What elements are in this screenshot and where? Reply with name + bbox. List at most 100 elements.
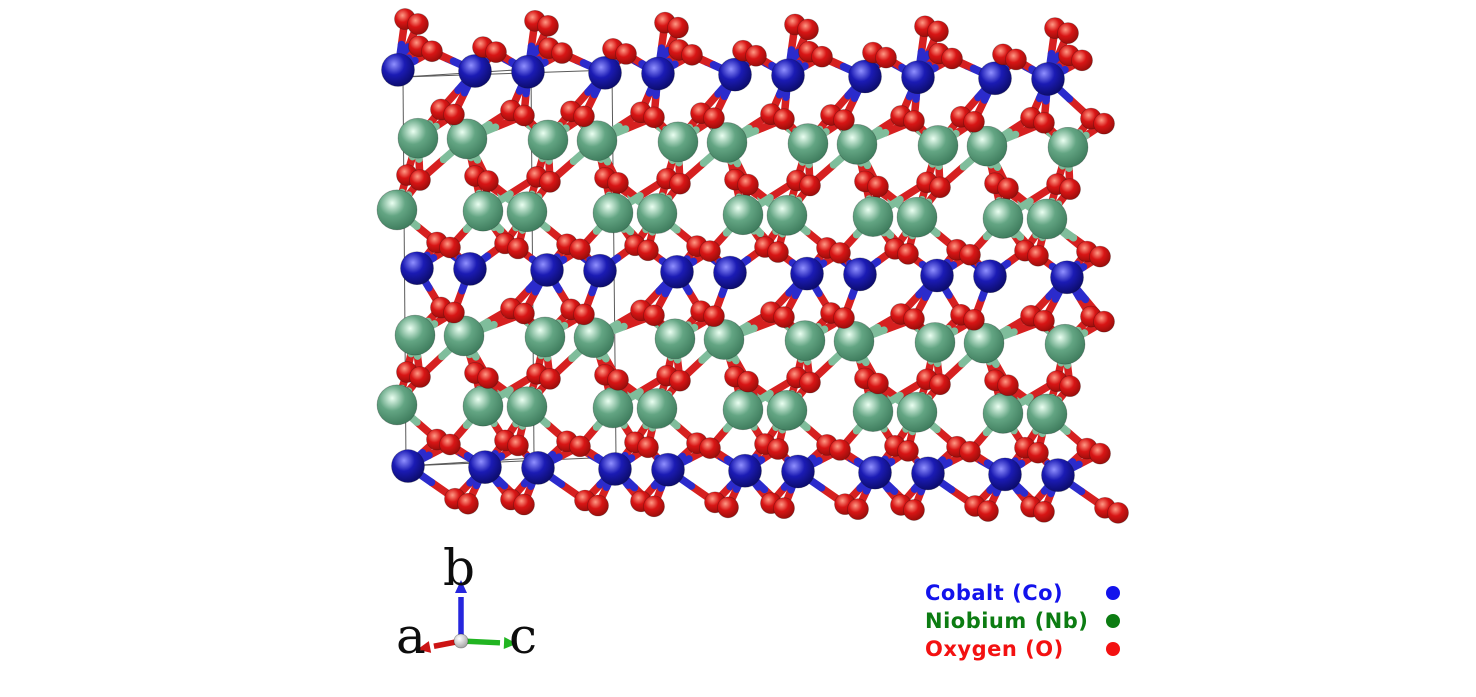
atom-o	[637, 239, 659, 262]
atom-o	[875, 46, 897, 69]
atom-o	[439, 236, 461, 259]
atom-o	[1107, 501, 1129, 524]
atom-o	[457, 492, 479, 515]
atom-o	[1093, 112, 1115, 135]
atom-o	[929, 176, 951, 199]
atom-nb	[766, 195, 808, 236]
atom-co	[400, 251, 434, 286]
atom-o	[703, 107, 725, 130]
atom-nb	[443, 315, 485, 357]
atom-o	[1033, 111, 1055, 134]
atom-co	[901, 60, 935, 95]
atom-o	[443, 103, 465, 126]
atom-o	[409, 366, 431, 388]
atom-o	[407, 13, 429, 35]
atom-co	[458, 54, 492, 88]
atom-o	[833, 109, 855, 131]
atom-o	[513, 104, 535, 127]
atom-co	[790, 256, 824, 291]
atom-o	[897, 243, 919, 265]
atom-nb	[896, 391, 938, 433]
atom-nb	[1026, 393, 1068, 435]
atom-nb	[446, 118, 488, 160]
atom-o	[569, 238, 591, 261]
legend-label-oxygen: Oxygen (O)	[925, 637, 1064, 661]
atom-co	[781, 454, 815, 489]
atom-o	[507, 434, 529, 457]
atom-o	[1057, 22, 1079, 44]
atom-o	[811, 45, 833, 68]
atom-o	[507, 237, 529, 260]
atom-o	[929, 373, 951, 396]
axis-triad	[417, 580, 517, 653]
atom-o	[1027, 244, 1049, 267]
legend-item-cobalt: Cobalt (Co)	[925, 579, 1120, 607]
atom-o	[773, 497, 795, 519]
atom-nb	[592, 192, 634, 234]
atom-co	[521, 451, 555, 485]
atom-o	[513, 302, 535, 325]
atom-o	[903, 499, 925, 521]
atom-o	[573, 303, 595, 326]
atom-o	[699, 240, 721, 262]
atom-o	[847, 498, 869, 521]
atom-o	[421, 40, 443, 63]
atom-o	[867, 372, 889, 395]
atom-o	[699, 437, 721, 459]
axis-label-b: b	[443, 539, 476, 597]
atom-o	[773, 306, 795, 328]
atom-nb	[917, 125, 959, 166]
axis-arrowhead-a	[417, 641, 432, 653]
atom-nb	[524, 316, 566, 358]
legend-item-niobium: Niobium (Nb)	[925, 607, 1120, 635]
atom-nb	[966, 125, 1008, 167]
axis-arrowhead-b	[455, 580, 467, 593]
atom-o	[927, 20, 949, 43]
atom-nb	[654, 318, 696, 360]
atom-o	[573, 105, 595, 128]
atom-o	[409, 169, 431, 191]
atom-o	[539, 171, 561, 193]
atom-nb	[506, 191, 548, 233]
atom-o	[773, 108, 795, 130]
atom-o	[833, 307, 855, 329]
atom-nb	[1026, 198, 1068, 240]
legend-item-oxygen: Oxygen (O)	[925, 635, 1120, 663]
atom-nb	[914, 322, 956, 363]
atom-o	[703, 305, 725, 328]
atom-o	[1033, 309, 1055, 332]
legend-label-cobalt: Cobalt (Co)	[925, 581, 1064, 605]
atom-nb	[722, 389, 764, 431]
atom-nb	[394, 314, 436, 356]
atom-co	[391, 449, 425, 483]
atom-co	[381, 53, 415, 87]
atom-o	[997, 177, 1019, 200]
atom-co	[530, 253, 564, 287]
cobalt-dot-icon	[1106, 586, 1120, 600]
atom-o	[799, 371, 821, 394]
atom-co	[511, 54, 545, 89]
atom-nb	[592, 387, 634, 429]
atom-o	[941, 47, 963, 70]
atom-co	[1050, 260, 1084, 295]
atom-o	[669, 369, 691, 392]
atom-o	[667, 16, 689, 39]
atom-nb	[982, 393, 1024, 434]
atom-co	[718, 57, 752, 92]
atom-co	[598, 452, 632, 486]
atom-nb	[787, 123, 829, 165]
atom-o	[669, 172, 691, 195]
atom-o	[643, 304, 665, 327]
atom-o	[737, 173, 759, 196]
atom-o	[1071, 49, 1093, 72]
atom-nb	[1044, 323, 1086, 365]
atom-o	[963, 308, 985, 331]
atom-o	[643, 106, 665, 129]
atom-o	[745, 44, 767, 67]
atom-o	[897, 440, 919, 462]
atom-o	[539, 368, 561, 390]
atom-o	[443, 301, 465, 324]
atom-co	[468, 450, 502, 484]
atom-nb	[636, 388, 678, 429]
atom-co	[973, 259, 1007, 294]
